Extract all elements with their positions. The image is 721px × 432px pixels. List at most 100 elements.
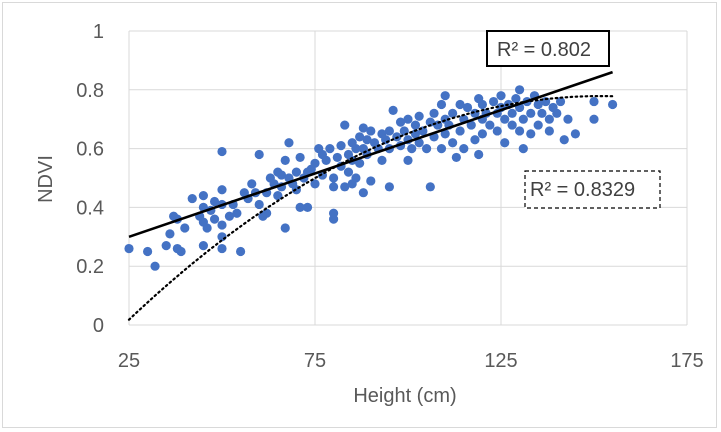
data-point (485, 120, 495, 130)
data-point (533, 120, 543, 130)
data-point (414, 111, 424, 121)
data-point (198, 241, 208, 251)
data-point (570, 129, 581, 139)
data-point (310, 179, 320, 189)
data-point (589, 114, 599, 124)
data-point (455, 99, 465, 110)
data-point (232, 208, 242, 218)
data-point (329, 182, 339, 192)
linear-r2-box (486, 30, 610, 67)
x-tick-label: 125 (484, 350, 517, 372)
data-point (559, 135, 569, 145)
data-point (425, 117, 435, 127)
data-point (496, 91, 506, 101)
data-point (544, 126, 554, 136)
data-point (384, 126, 394, 136)
data-point (403, 114, 413, 124)
data-point (351, 144, 361, 154)
y-axis-title: NDVI (35, 155, 57, 203)
data-point (440, 91, 450, 101)
data-point (254, 199, 264, 210)
data-point (236, 246, 246, 257)
data-point (526, 129, 536, 139)
data-point (477, 99, 487, 110)
data-point (355, 158, 365, 168)
data-point (329, 173, 339, 183)
data-point (500, 114, 510, 124)
data-point (555, 96, 566, 107)
data-point (414, 138, 424, 148)
trendlines (127, 70, 614, 321)
linear-r2-label: R² = 0.802 (497, 39, 591, 61)
data-point (217, 243, 227, 254)
data-point (176, 246, 186, 257)
linear-trendline (128, 70, 614, 239)
y-tick-label: 1 (93, 21, 104, 43)
data-point (143, 246, 153, 257)
y-tick-label: 0.2 (76, 256, 104, 278)
data-point (448, 108, 458, 118)
data-point (410, 120, 421, 130)
data-point (124, 243, 134, 254)
poly-r2-label: R² = 0.8329 (530, 179, 635, 201)
data-point (276, 170, 287, 180)
data-point (262, 208, 272, 218)
data-point (563, 114, 573, 124)
data-point (165, 229, 175, 239)
data-point (198, 191, 208, 201)
data-point (377, 155, 387, 165)
data-point (362, 135, 372, 145)
data-point (436, 99, 447, 110)
data-point (507, 120, 517, 130)
data-point (537, 108, 547, 118)
data-point (589, 96, 599, 107)
x-axis-title: Height (cm) (353, 385, 456, 407)
data-point (217, 146, 227, 157)
data-point (466, 120, 476, 130)
x-tick-label: 175 (670, 350, 703, 372)
data-point (209, 196, 220, 207)
data-point (526, 108, 536, 118)
data-point (511, 94, 521, 104)
data-point (388, 105, 398, 115)
data-point (321, 155, 331, 165)
data-point (217, 185, 227, 195)
data-point (302, 202, 313, 212)
x-tick-label: 75 (304, 350, 326, 372)
data-point (384, 182, 394, 192)
data-point (462, 102, 473, 113)
data-point (492, 126, 502, 136)
data-point (436, 144, 447, 154)
data-point (329, 214, 339, 224)
chart-area (2, 2, 717, 428)
y-tick-label: 0.6 (76, 139, 104, 161)
data-point (291, 167, 301, 177)
data-point (358, 123, 368, 133)
data-point (202, 223, 212, 233)
data-point (340, 120, 350, 130)
data-point (295, 202, 305, 212)
data-point (515, 85, 525, 95)
data-point (459, 144, 469, 154)
data-point (217, 220, 227, 230)
data-point (440, 129, 450, 139)
data-point (470, 135, 480, 145)
data-point (544, 114, 554, 124)
data-point (395, 117, 406, 127)
data-point (336, 141, 346, 151)
data-point (507, 108, 517, 118)
data-point (477, 129, 487, 139)
data-point (422, 144, 432, 154)
data-point (284, 138, 294, 148)
data-point (254, 149, 264, 160)
data-point (410, 129, 421, 139)
data-point (187, 193, 197, 204)
data-point (332, 152, 342, 163)
r2-annotations: R² = 0.802 R² = 0.8329 (486, 30, 661, 209)
poly-r2-box (524, 170, 661, 209)
data-point (448, 138, 458, 148)
data-point (247, 179, 257, 189)
data-point (518, 144, 528, 154)
